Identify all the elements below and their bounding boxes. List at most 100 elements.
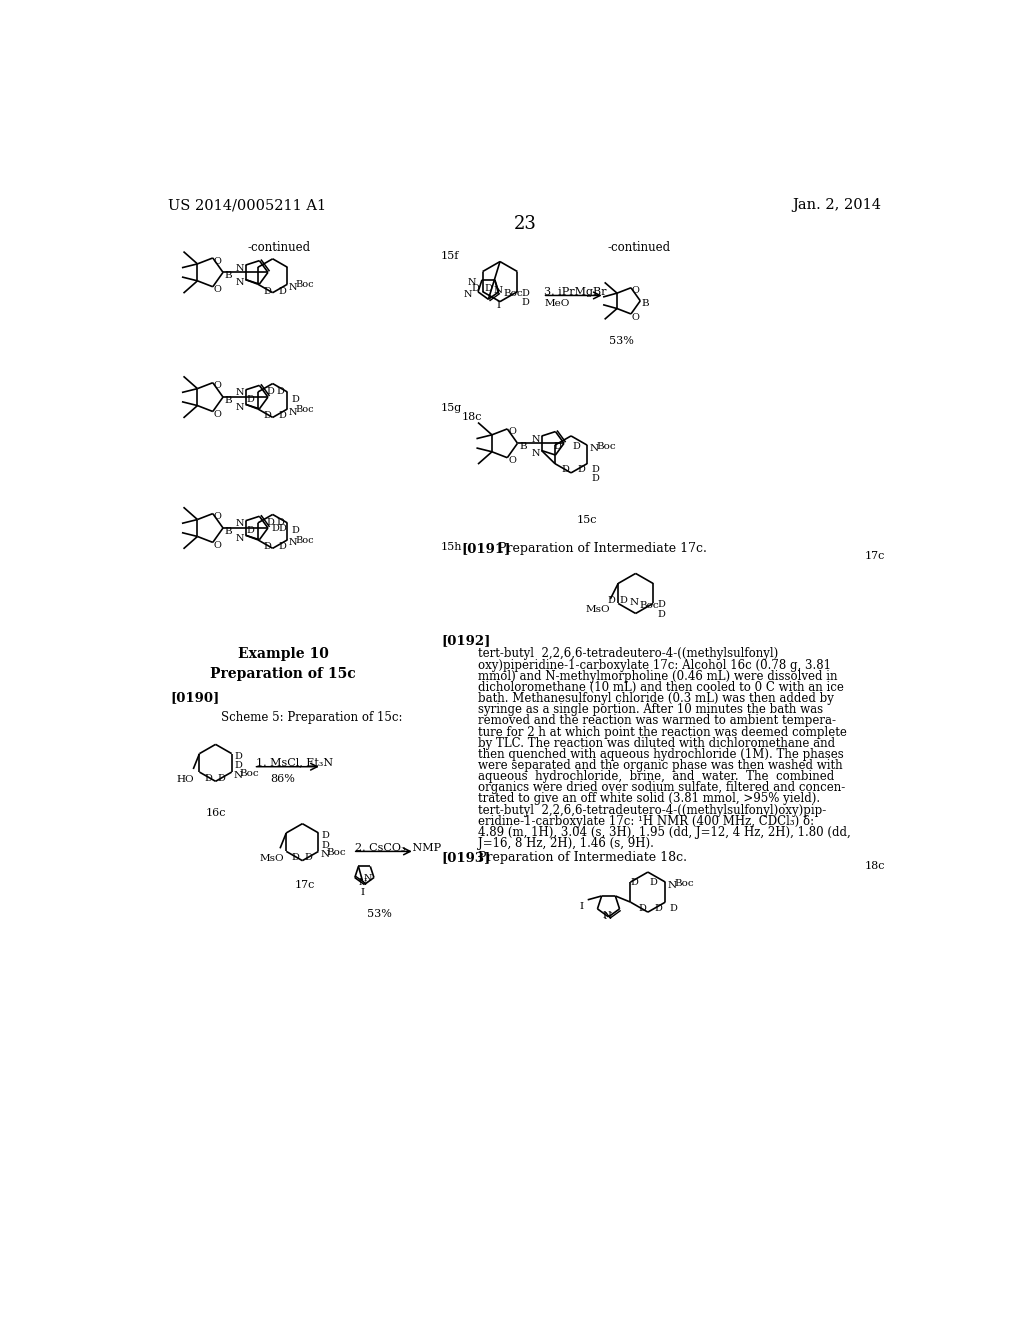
- Text: N: N: [463, 290, 472, 300]
- Text: D: D: [279, 543, 287, 552]
- Text: D: D: [657, 601, 665, 610]
- Text: N: N: [289, 408, 298, 417]
- Text: O: O: [214, 512, 221, 521]
- Text: D: D: [578, 465, 585, 474]
- Text: Boc: Boc: [295, 405, 313, 414]
- Text: D: D: [521, 289, 529, 297]
- Text: Boc: Boc: [327, 849, 346, 857]
- Text: N: N: [236, 279, 244, 288]
- Text: D: D: [266, 517, 274, 527]
- Text: D: D: [291, 395, 299, 404]
- Text: organics were dried over sodium sulfate, filtered and concen-: organics were dried over sodium sulfate,…: [478, 781, 846, 795]
- Text: D: D: [279, 524, 287, 533]
- Text: 16c: 16c: [206, 808, 226, 817]
- Text: Jan. 2, 2014: Jan. 2, 2014: [793, 198, 882, 213]
- Text: N: N: [236, 264, 244, 273]
- Text: MsO: MsO: [259, 854, 284, 863]
- Text: D: D: [620, 595, 628, 605]
- Text: O: O: [508, 457, 516, 465]
- Text: N: N: [603, 912, 611, 921]
- Text: Boc: Boc: [504, 289, 523, 298]
- Text: by TLC. The reaction was diluted with dichloromethane and: by TLC. The reaction was diluted with di…: [478, 737, 836, 750]
- Text: N: N: [289, 539, 298, 548]
- Text: O: O: [508, 428, 516, 437]
- Text: O: O: [214, 541, 221, 550]
- Text: N: N: [236, 519, 244, 528]
- Text: ture for 2 h at which point the reaction was deemed complete: ture for 2 h at which point the reaction…: [478, 726, 847, 738]
- Text: D: D: [670, 904, 677, 912]
- Text: 15h: 15h: [441, 543, 463, 552]
- Text: B: B: [224, 396, 232, 405]
- Text: D: D: [649, 878, 657, 887]
- Text: Scheme 5: Preparation of 15c:: Scheme 5: Preparation of 15c:: [221, 711, 402, 725]
- Text: 15g: 15g: [441, 404, 463, 413]
- Text: D: D: [217, 774, 225, 783]
- Text: B: B: [224, 527, 232, 536]
- Text: tert-butyl  2,2,6,6-tetradeutero-4-((methylsulfonyl): tert-butyl 2,2,6,6-tetradeutero-4-((meth…: [478, 647, 778, 660]
- Text: were separated and the organic phase was then washed with: were separated and the organic phase was…: [478, 759, 843, 772]
- Text: N: N: [590, 444, 599, 453]
- Text: HO: HO: [176, 775, 194, 784]
- Text: D: D: [234, 762, 243, 771]
- Text: N: N: [603, 911, 611, 920]
- Text: [0191]: [0191]: [461, 543, 511, 554]
- Text: N: N: [531, 434, 540, 444]
- Text: Preparation of 15c: Preparation of 15c: [210, 667, 356, 681]
- Text: N: N: [321, 850, 329, 859]
- Text: Boc: Boc: [596, 442, 616, 451]
- Text: 18c: 18c: [864, 861, 885, 871]
- Text: I: I: [497, 301, 501, 310]
- Text: D: D: [521, 298, 529, 306]
- Text: N: N: [364, 874, 373, 883]
- Text: I: I: [580, 902, 584, 911]
- Text: B: B: [519, 442, 526, 451]
- Text: D: D: [607, 595, 615, 605]
- Text: 18c: 18c: [461, 412, 481, 422]
- Text: N: N: [531, 449, 540, 458]
- Text: MsO: MsO: [586, 605, 610, 614]
- Text: D: D: [304, 853, 311, 862]
- Text: US 2014/0005211 A1: US 2014/0005211 A1: [168, 198, 327, 213]
- Text: bath. Methanesulfonyl chloride (0.3 mL) was then added by: bath. Methanesulfonyl chloride (0.3 mL) …: [478, 692, 835, 705]
- Text: B: B: [642, 300, 649, 309]
- Text: D: D: [472, 284, 479, 293]
- Text: O: O: [214, 411, 221, 418]
- Text: D: D: [631, 878, 639, 887]
- Text: D: D: [246, 395, 254, 404]
- Text: N: N: [494, 286, 503, 296]
- Text: N: N: [236, 403, 244, 412]
- Text: aqueous  hydrochloride,  brine,  and  water.  The  combined: aqueous hydrochloride, brine, and water.…: [478, 770, 835, 783]
- Text: D: D: [322, 832, 330, 841]
- Text: D: D: [234, 752, 243, 762]
- Text: D: D: [322, 841, 330, 850]
- Text: D: D: [263, 543, 271, 552]
- Text: O: O: [214, 285, 221, 294]
- Text: D: D: [263, 412, 271, 420]
- Text: N: N: [668, 880, 677, 890]
- Text: D: D: [572, 442, 581, 451]
- Text: 17c: 17c: [295, 880, 315, 890]
- Text: N: N: [236, 533, 244, 543]
- Text: D: D: [561, 465, 569, 474]
- Text: Boc: Boc: [240, 770, 259, 777]
- Text: 53%: 53%: [608, 335, 634, 346]
- Text: D: D: [279, 286, 287, 296]
- Text: D: D: [205, 774, 213, 783]
- Text: MeO: MeO: [545, 298, 570, 308]
- Text: B: B: [224, 271, 232, 280]
- Text: removed and the reaction was warmed to ambient tempera-: removed and the reaction was warmed to a…: [478, 714, 837, 727]
- Text: eridine-1-carboxylate 17c: ¹H NMR (400 MHz, CDCl₃) δ:: eridine-1-carboxylate 17c: ¹H NMR (400 M…: [478, 814, 814, 828]
- Text: 2. CsCO₃, NMP: 2. CsCO₃, NMP: [355, 842, 441, 853]
- Text: oxy)piperidine-1-carboxylate 17c: Alcohol 16c (0.78 g, 3.81: oxy)piperidine-1-carboxylate 17c: Alcoho…: [478, 659, 831, 672]
- Text: syringe as a single portion. After 10 minutes the bath was: syringe as a single portion. After 10 mi…: [478, 704, 823, 717]
- Text: 23: 23: [513, 215, 537, 234]
- Text: I: I: [360, 888, 365, 898]
- Text: [0190]: [0190]: [171, 692, 220, 705]
- Text: 17c: 17c: [864, 552, 885, 561]
- Text: D: D: [484, 284, 492, 293]
- Text: D: D: [591, 465, 599, 474]
- Text: -continued: -continued: [248, 240, 310, 253]
- Text: D: D: [291, 525, 299, 535]
- Text: N: N: [630, 598, 639, 607]
- Text: D: D: [279, 412, 287, 420]
